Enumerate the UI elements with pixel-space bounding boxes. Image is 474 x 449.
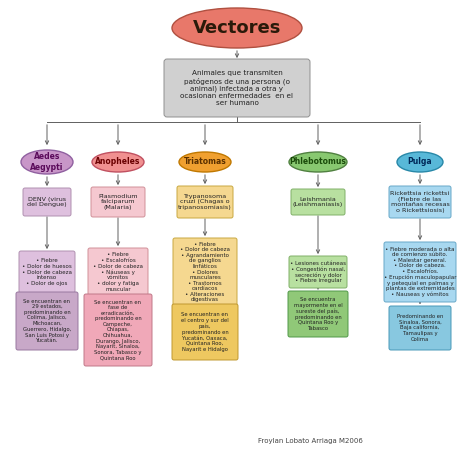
FancyBboxPatch shape [177, 186, 233, 218]
Ellipse shape [21, 150, 73, 174]
Text: Se encuentran en
fase de
erradicación,
predominando en
Campeche,
Chiapas,
Chihua: Se encuentran en fase de erradicación, p… [94, 299, 142, 361]
FancyBboxPatch shape [19, 251, 75, 293]
Text: Vectores: Vectores [193, 19, 281, 37]
Text: Se encuentran en
29 estados,
predominando en
Colima, Jalisco,
Michoacan,
Guerrer: Se encuentran en 29 estados, predominand… [23, 299, 71, 343]
FancyBboxPatch shape [389, 186, 451, 218]
Text: Leishmania
(Leishmaniasis): Leishmania (Leishmaniasis) [293, 197, 343, 207]
Text: Animales que transmiten
patógenos de una persona (o
animal) infectada a otra y
o: Animales que transmiten patógenos de una… [181, 70, 293, 106]
Text: Predominando en
Sinaloa, Sonora,
Baja california,
Tamaulipas y
Colima: Predominando en Sinaloa, Sonora, Baja ca… [397, 314, 443, 342]
Ellipse shape [289, 152, 347, 172]
Ellipse shape [397, 152, 443, 172]
FancyBboxPatch shape [164, 59, 310, 117]
FancyBboxPatch shape [172, 304, 238, 360]
Text: • Fiebre moderada o alta
de comienzo súbito.
• Malestar general.
• Dolor de cabe: • Fiebre moderada o alta de comienzo súb… [384, 247, 456, 298]
Text: Aedes
Aegypti: Aedes Aegypti [30, 152, 64, 172]
FancyBboxPatch shape [23, 188, 71, 216]
Text: Plasmodium
falciparum
(Malaria): Plasmodium falciparum (Malaria) [98, 194, 138, 210]
FancyBboxPatch shape [84, 294, 152, 366]
Ellipse shape [172, 8, 302, 48]
FancyBboxPatch shape [288, 291, 348, 337]
Text: • Fiebre
• Escalofríos
• Dolor de cabeza
• Náuseas y
vómitos
• dolor y fatiga
mu: • Fiebre • Escalofríos • Dolor de cabeza… [93, 252, 143, 291]
Text: Se encuentra
mayormente en el
sureste del país,
predominando en
Quintana Roo y
T: Se encuentra mayormente en el sureste de… [293, 297, 342, 331]
Text: Triatomas: Triatomas [183, 158, 227, 167]
FancyBboxPatch shape [389, 306, 451, 350]
Text: Se encuentran en
el centro y sur del
país,
predominando en
Yucatán, Oaxaca,
Quin: Se encuentran en el centro y sur del paí… [181, 313, 229, 352]
FancyBboxPatch shape [16, 292, 78, 350]
FancyBboxPatch shape [384, 242, 456, 302]
Text: Rickettsia rickettsi
(Fiebre de las
montañas recesas
o Rickettsiosis): Rickettsia rickettsi (Fiebre de las mont… [391, 191, 450, 213]
Text: Phlebotomus: Phlebotomus [290, 158, 346, 167]
FancyBboxPatch shape [173, 238, 237, 306]
FancyBboxPatch shape [289, 256, 347, 288]
Text: • Fiebre
• Dolor de huesos
• Dolor de cabeza
intenso
• Dolor de ojos: • Fiebre • Dolor de huesos • Dolor de ca… [22, 258, 72, 286]
Text: Pulga: Pulga [408, 158, 432, 167]
Ellipse shape [179, 152, 231, 172]
FancyBboxPatch shape [291, 189, 345, 215]
Text: Froylan Lobato Arriaga M2006: Froylan Lobato Arriaga M2006 [257, 438, 363, 444]
Text: DENV (virus
del Dengue): DENV (virus del Dengue) [27, 197, 67, 207]
Text: • Lesiones cutáneas
• Congestión nasal,
secreción y dolor
• Fiebre irregular: • Lesiones cutáneas • Congestión nasal, … [290, 260, 346, 283]
Text: Anopheles: Anopheles [95, 158, 141, 167]
FancyBboxPatch shape [88, 248, 148, 296]
Ellipse shape [92, 152, 144, 172]
Text: • Fiebre
• Dolor de cabeza
• Agrandamiento
de ganglios
linfáticos
• Dolores
musc: • Fiebre • Dolor de cabeza • Agrandamien… [180, 242, 230, 303]
FancyBboxPatch shape [91, 187, 145, 217]
Text: Trypanosoma
cruzi (Chagas o
tripanosomiasis): Trypanosoma cruzi (Chagas o tripanosomia… [178, 194, 232, 210]
